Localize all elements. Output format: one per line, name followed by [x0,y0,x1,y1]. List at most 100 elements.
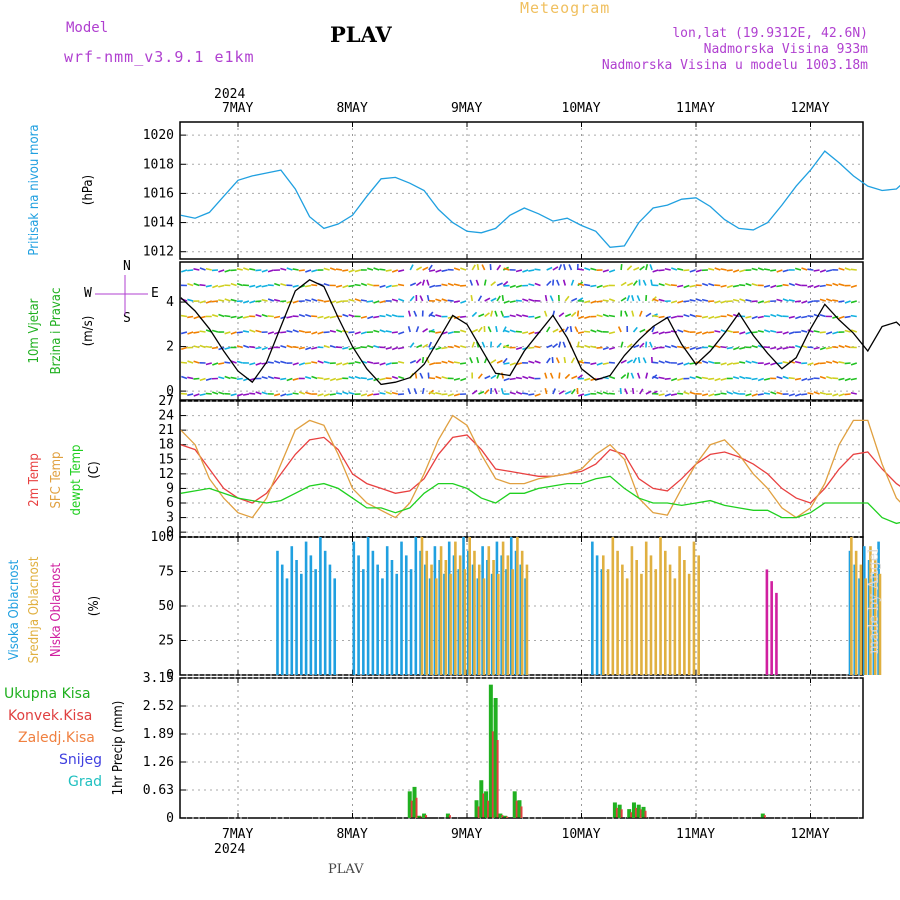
wind-arrow [236,282,244,287]
wind-arrow [242,330,250,333]
wind-arrow [187,269,194,272]
wind-arrow [501,294,505,302]
wind-arrow [714,330,721,333]
precip-ytick-label: 2.52 [143,699,174,714]
precip-bar [498,813,503,818]
cloud-bar [616,550,619,675]
wind-arrow [211,346,219,350]
wind-arrow [626,372,630,379]
wind-arrow [236,393,244,397]
wind-arrow [664,377,671,380]
wind-arrow [838,267,845,271]
wind-arrow [584,300,591,304]
day-label-top: 11MAY [676,101,715,116]
year-label-top: 2024 [214,87,245,102]
wind-arrow [261,346,268,351]
wind-arrow [751,300,758,303]
wind-arrow [825,283,833,287]
wind-arrow [305,376,312,380]
cloud-bar [600,569,604,675]
wind-arrow [757,393,764,396]
temp-2m-label: 2m Temp [27,453,42,507]
wind-arrow [471,328,479,333]
wind-arrow [522,331,529,335]
wind-arrow [850,314,857,318]
wind-arrow [453,344,461,349]
wind-arrow [496,282,503,287]
wind-arrow [500,388,505,395]
cloud-bar [775,592,778,675]
wind-arrow [373,267,380,271]
wind-arrow [317,360,324,364]
wind-arrow [391,269,399,273]
wind-arrow [788,315,795,319]
wind-arrow [379,300,386,304]
wind-arrow [230,331,237,335]
cloud-bar [490,573,494,675]
wind-arrow [415,358,422,364]
wind-arrow [642,357,647,364]
wind-arrow [267,375,275,380]
cloud-bar [290,546,294,675]
cloud-bar [524,578,527,675]
wind-arrow [543,310,548,317]
wind-arrow [664,282,671,287]
wind-arrow [633,266,640,271]
wind-arrow [311,269,318,273]
wind-arrow [844,315,851,319]
wind-arrow [638,310,643,317]
wind-arrow [292,329,299,333]
wind-arrow [267,315,274,318]
wind-arrow [218,284,225,288]
wind-arrow [385,284,392,289]
wind-arrow [481,264,486,271]
wind-arrow [292,300,299,304]
wind-arrow [298,362,306,366]
wind-arrow [261,313,268,318]
precip-bar-convective [615,807,618,818]
wind-arrow [280,267,287,271]
wind-arrow [708,377,715,381]
wind-arrow [558,312,565,318]
precip-bar [503,815,508,818]
wind-arrow [788,331,795,335]
wind-arrow [732,376,740,380]
wind-arrow [274,282,281,287]
wind-arrow [545,326,551,333]
cloud-bar [867,560,871,675]
wind-arrow [826,331,833,335]
precip-legend-3: Snijeg [59,752,102,768]
cloud-bar [678,546,681,675]
wind-arrow [367,315,374,320]
wind-arrow [570,388,576,395]
wind-arrow [515,269,523,273]
wind-arrow [292,377,299,381]
wind-arrow [236,377,243,381]
wind-arrow [199,300,206,304]
cloud-bar [458,555,462,675]
wind-arrow [807,268,814,271]
wind-arrow [187,315,194,319]
cloud-bar [873,560,877,675]
temperature-line-2 [180,475,900,525]
wind-arrow [373,344,380,349]
wind-arrow [280,377,287,381]
wind-arrow [311,331,318,335]
wind-arrow [720,345,727,349]
wind-arrow [317,376,324,380]
temp-unit: (C) [87,461,102,478]
wind-arrow [391,284,398,288]
wind-arrow [292,362,299,366]
cloud-bar [859,564,863,675]
wind-arrow [584,330,591,333]
wind-arrow [677,362,684,366]
wind-arrow [205,362,212,366]
meteogram-label: Meteogram [520,0,611,17]
wind-arrow [563,356,567,364]
wind-arrow [435,346,442,351]
precip-bar [474,800,479,818]
wind-arrow [428,269,436,273]
wind-arrow [205,377,212,382]
wind-arrow [619,387,622,395]
